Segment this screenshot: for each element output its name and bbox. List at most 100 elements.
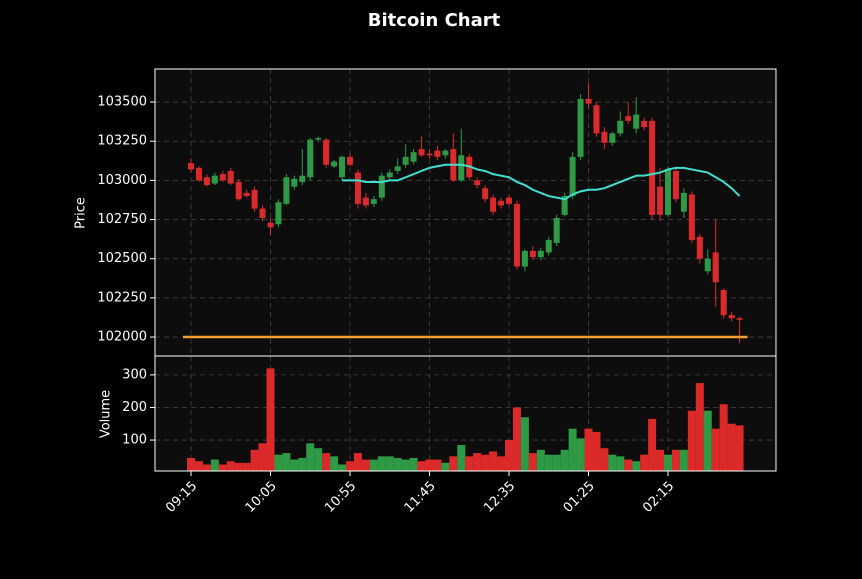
volume-bar bbox=[250, 449, 259, 471]
candle-body bbox=[378, 175, 385, 198]
volume-bar bbox=[703, 410, 712, 471]
candle-body bbox=[593, 105, 600, 134]
y-tick-label: 103250 bbox=[97, 134, 147, 149]
candle-body bbox=[482, 188, 489, 200]
y-tick-label: 300 bbox=[122, 367, 147, 382]
volume-bar bbox=[560, 449, 569, 471]
volume-bar bbox=[489, 451, 498, 471]
candle-body bbox=[339, 156, 346, 178]
volume-bar bbox=[346, 461, 354, 471]
candle-body bbox=[402, 156, 409, 165]
volume-bar bbox=[719, 404, 728, 471]
candle-body bbox=[529, 250, 536, 258]
candle-body bbox=[657, 186, 664, 215]
volume-bar bbox=[202, 464, 211, 471]
volume-bar bbox=[481, 454, 490, 471]
candle-body bbox=[434, 150, 441, 157]
candle-body bbox=[267, 222, 274, 228]
volume-bar bbox=[401, 459, 410, 471]
y-tick-label: 102250 bbox=[97, 290, 147, 305]
candle-body bbox=[665, 169, 671, 215]
candle-body bbox=[688, 194, 695, 240]
candle-body bbox=[418, 149, 425, 156]
volume-bar bbox=[306, 443, 315, 471]
volume-bar bbox=[687, 410, 696, 471]
candle-body bbox=[458, 155, 465, 181]
volume-bar bbox=[274, 454, 283, 471]
volume-bar bbox=[664, 454, 672, 471]
volume-bar bbox=[632, 461, 641, 471]
candle-body bbox=[243, 192, 250, 197]
candle-body bbox=[521, 250, 528, 267]
candle-body bbox=[736, 318, 743, 320]
volume-bar bbox=[592, 431, 601, 471]
candle-body bbox=[203, 177, 210, 186]
candle-body bbox=[545, 239, 552, 253]
volume-bar bbox=[616, 456, 625, 471]
candle-body bbox=[680, 192, 687, 212]
candle-body bbox=[259, 208, 266, 218]
volume-bar bbox=[290, 459, 299, 471]
volume-bar bbox=[457, 444, 466, 471]
candle-body bbox=[307, 139, 314, 178]
plot-area bbox=[155, 69, 776, 471]
volume-bar bbox=[640, 454, 649, 471]
candle-body bbox=[219, 174, 226, 181]
volume-bar bbox=[330, 456, 339, 471]
volume-bar bbox=[600, 448, 609, 471]
candle-body bbox=[188, 163, 194, 170]
volume-bar bbox=[258, 443, 267, 471]
volume-bar bbox=[242, 462, 251, 471]
axes-frame bbox=[154, 355, 777, 472]
volume-bar bbox=[234, 462, 243, 471]
candle-body bbox=[291, 178, 298, 187]
volume-bar bbox=[584, 428, 593, 471]
volume-bar bbox=[210, 459, 219, 471]
volume-bar bbox=[576, 438, 585, 471]
y-tick-label: 100 bbox=[122, 433, 147, 448]
volume-bar bbox=[187, 457, 195, 471]
volume-bar bbox=[425, 459, 434, 471]
candle-body bbox=[577, 98, 584, 157]
volume-bar bbox=[282, 453, 291, 471]
volume-bar bbox=[433, 459, 442, 471]
volume-bar bbox=[226, 461, 235, 471]
candle-body bbox=[712, 252, 719, 283]
moving-average-line bbox=[342, 163, 741, 201]
candle-body bbox=[299, 175, 306, 182]
candle-body bbox=[362, 197, 369, 206]
candle-body bbox=[394, 166, 401, 171]
candle-body bbox=[442, 150, 449, 156]
volume-bar bbox=[409, 457, 418, 471]
candle-body bbox=[354, 172, 361, 204]
y-tick-label: 103000 bbox=[97, 173, 147, 188]
candle-body bbox=[227, 170, 234, 184]
y-tick-label: 200 bbox=[122, 400, 147, 415]
candle-body bbox=[696, 236, 703, 259]
volume-bar bbox=[314, 448, 323, 471]
volume-bar bbox=[266, 368, 275, 471]
candle-body bbox=[235, 181, 242, 200]
volume-bar bbox=[298, 457, 307, 471]
volume-bar bbox=[648, 418, 657, 471]
candle-body bbox=[561, 196, 568, 215]
volume-bar bbox=[512, 407, 521, 471]
candle-body bbox=[601, 131, 608, 143]
candle-body bbox=[323, 139, 330, 165]
chart-title: Bitcoin Chart bbox=[368, 10, 501, 31]
candle-body bbox=[704, 258, 711, 272]
y-tick-label: 102500 bbox=[97, 251, 147, 266]
volume-bar bbox=[727, 423, 736, 471]
candle-body bbox=[211, 175, 218, 184]
volume-bar bbox=[473, 453, 482, 471]
candle-body bbox=[251, 189, 258, 209]
y-tick-label: 103500 bbox=[97, 95, 147, 110]
candle-body bbox=[195, 167, 202, 181]
volume-bar bbox=[393, 457, 402, 471]
candle-body bbox=[410, 152, 417, 162]
volume-bar bbox=[679, 449, 688, 471]
candle-body bbox=[537, 250, 544, 258]
volume-bar bbox=[552, 454, 561, 471]
volume-bar bbox=[624, 459, 633, 471]
